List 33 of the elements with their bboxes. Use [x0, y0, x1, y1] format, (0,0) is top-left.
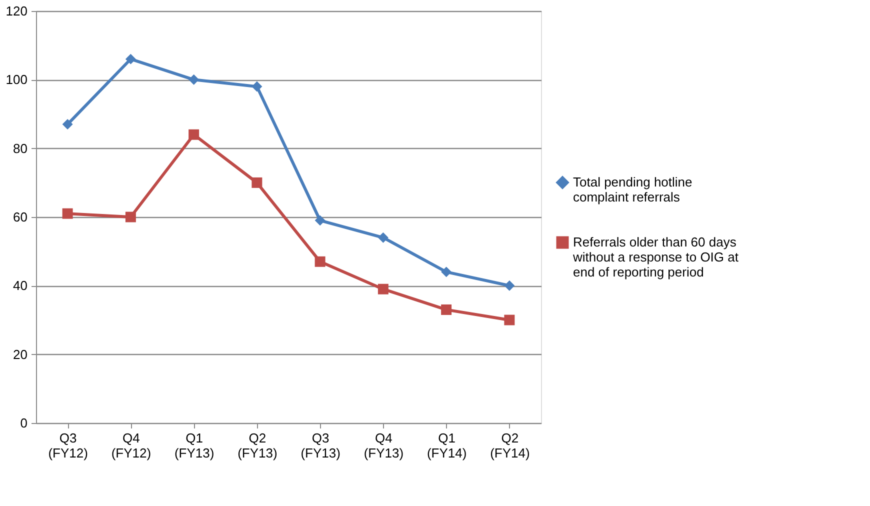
x-tick-label: Q2 (FY14)	[490, 430, 530, 460]
point	[504, 314, 515, 326]
x-tick-label: Q3 (FY12)	[48, 430, 88, 460]
point	[378, 284, 388, 294]
point	[378, 232, 388, 243]
x-tick-label: Q4 (FY13)	[364, 430, 404, 460]
point	[125, 212, 136, 222]
point	[252, 81, 262, 92]
y-tick-label: 20	[13, 346, 28, 362]
point	[504, 280, 515, 291]
point	[441, 304, 452, 315]
y-tick-label: 80	[13, 140, 28, 156]
legend-label: Referrals older than 60 days without a response to OIG at end of reporting period	[572, 234, 739, 280]
point	[125, 54, 136, 64]
point	[441, 266, 452, 278]
point	[314, 256, 326, 267]
point	[188, 74, 200, 85]
x-tick-label: Q4 (FY12)	[111, 430, 152, 460]
point	[62, 119, 73, 130]
y-tick-label: 0	[20, 416, 28, 430]
point	[314, 215, 326, 226]
y-tick-label: 100	[6, 72, 28, 88]
x-tick-label: Q3 (FY13)	[300, 430, 340, 460]
x-tick-label: Q2 (FY13)	[238, 430, 278, 460]
y-tick-label: 120	[6, 4, 28, 18]
point	[188, 129, 200, 140]
y-tick-label: 60	[13, 210, 28, 224]
point	[62, 208, 73, 219]
x-tick-label: Q1 (FY14)	[426, 430, 467, 460]
x-tick-label: Q1 (FY13)	[174, 430, 214, 460]
y-tick-label: 40	[13, 278, 28, 294]
point	[252, 177, 262, 188]
legend-label: Total pending hotline complaint referrals	[573, 174, 692, 204]
